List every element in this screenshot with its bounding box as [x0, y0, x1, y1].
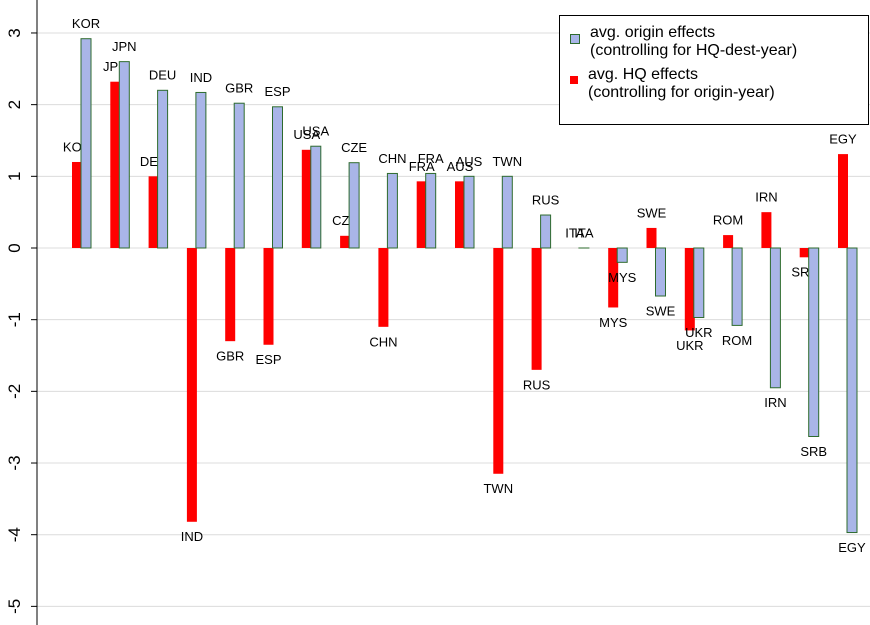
legend-entry: avg. HQ effects (controlling for origin-… — [568, 66, 868, 102]
legend-label: avg. origin effects (controlling for HQ-… — [590, 24, 798, 59]
bar — [493, 247, 504, 474]
bar-label: CHN — [369, 334, 397, 349]
bar — [272, 106, 283, 249]
y-tick-label: -1 — [5, 312, 24, 327]
y-tick-label: -5 — [5, 599, 24, 614]
bar-label: KOR — [72, 16, 100, 31]
bar — [233, 102, 245, 249]
bar-label: EGY — [838, 540, 866, 555]
y-tick-label: -2 — [5, 384, 24, 399]
bar — [118, 61, 130, 249]
bar-label: TWN — [483, 481, 513, 496]
bar-label: IRN — [755, 190, 777, 205]
bar — [531, 247, 542, 370]
bar — [463, 175, 475, 249]
bar — [616, 247, 628, 263]
legend-entry: avg. origin effects (controlling for HQ-… — [568, 24, 868, 60]
bar — [72, 161, 82, 248]
bar-label: IRN — [764, 395, 786, 410]
bar-label: SWE — [637, 205, 667, 220]
bar-label: JPN — [112, 39, 137, 54]
bar — [386, 172, 398, 249]
bar — [378, 247, 389, 327]
bar-label: RUS — [523, 377, 551, 392]
bar — [846, 247, 858, 534]
legend-label: avg. HQ effects (controlling for origin-… — [588, 66, 775, 101]
bar — [110, 81, 121, 248]
bar — [301, 149, 312, 248]
bar-label: ESP — [255, 352, 281, 367]
bar-label: TWN — [492, 154, 522, 169]
y-tick-label: -3 — [5, 455, 24, 470]
bar — [646, 227, 657, 248]
legend: avg. origin effects (controlling for HQ-… — [559, 15, 869, 125]
bar — [608, 247, 619, 308]
y-tick-label: 2 — [5, 100, 24, 109]
bar-label: UKR — [685, 325, 712, 340]
bar — [761, 212, 772, 248]
bar-label: IND — [190, 70, 212, 85]
bar-label: UKR — [676, 338, 703, 353]
bar — [157, 89, 169, 249]
y-tick-label: 1 — [5, 172, 24, 181]
bar — [148, 176, 159, 248]
bar-label: USA — [293, 127, 320, 142]
bar — [340, 235, 351, 248]
bar — [684, 247, 695, 331]
bar-label: FRA — [418, 151, 444, 166]
bar — [310, 145, 322, 249]
bar-label: GBR — [225, 81, 253, 96]
bar — [80, 38, 92, 249]
y-tick-label: -4 — [5, 527, 24, 542]
bar — [540, 214, 552, 249]
bar — [263, 247, 274, 345]
bar-label: MYS — [608, 270, 637, 285]
legend-swatch — [570, 76, 578, 84]
bar — [348, 162, 360, 249]
bar-label: ITA — [565, 225, 585, 240]
bar-label: ROM — [722, 333, 752, 348]
bar — [808, 247, 820, 437]
bar-label: FRA — [409, 159, 435, 174]
bar-label: AUS — [456, 154, 483, 169]
bar — [769, 247, 781, 389]
bar-label: USA — [302, 124, 329, 139]
bar — [799, 247, 810, 258]
bar — [501, 175, 513, 249]
bar — [723, 235, 734, 248]
bar — [655, 247, 666, 297]
bar — [455, 181, 465, 248]
bar-label: ITA — [574, 225, 594, 240]
bar — [225, 247, 236, 342]
bar-label: EGY — [829, 132, 857, 147]
bar — [186, 247, 197, 522]
bar-label: DEU — [149, 68, 176, 83]
bar-label: GBR — [216, 349, 244, 364]
bar — [838, 154, 848, 248]
bar-label: SWE — [646, 303, 676, 318]
bar — [416, 181, 427, 248]
bar-label: ESP — [264, 84, 290, 99]
bar — [693, 247, 705, 319]
bar — [425, 172, 437, 249]
bar — [195, 91, 207, 249]
bar-label: SRB — [800, 444, 827, 459]
bar-label: RUS — [532, 192, 560, 207]
bar-label: CHN — [378, 151, 406, 166]
bar-label: CZE — [341, 140, 367, 155]
bar-label: AUS — [447, 159, 474, 174]
bar-label: ROM — [713, 213, 743, 228]
y-tick-label: 3 — [5, 28, 24, 37]
legend-swatch — [570, 34, 580, 44]
bar — [731, 247, 743, 326]
bar-label: IND — [181, 529, 203, 544]
y-tick-label: 0 — [5, 243, 24, 252]
bar-label: MYS — [599, 315, 628, 330]
